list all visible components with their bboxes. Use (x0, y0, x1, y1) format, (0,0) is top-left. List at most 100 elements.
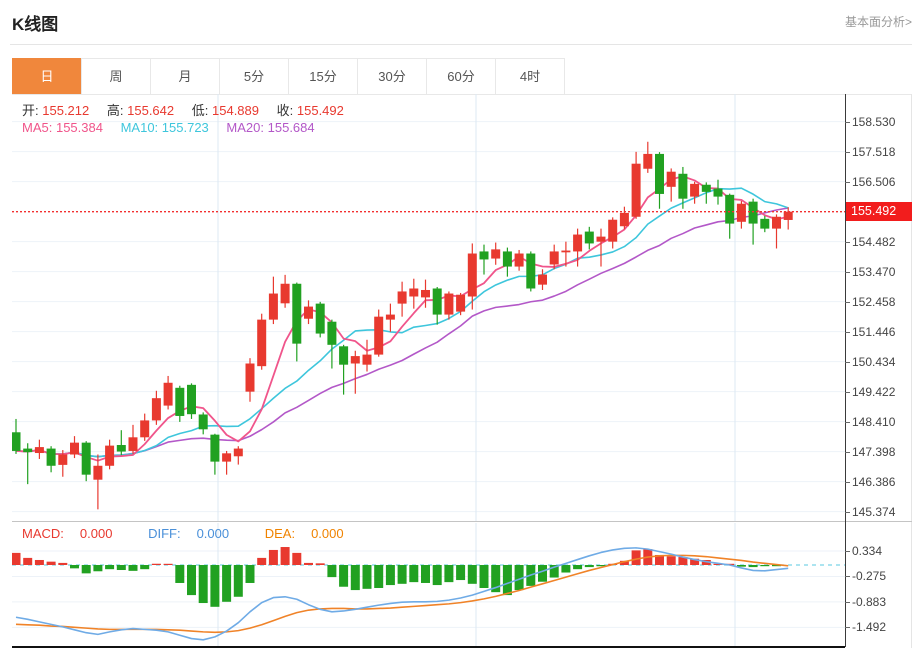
macd-hist-layer (12, 547, 781, 607)
macd-bar (210, 565, 220, 607)
tab-period-4时[interactable]: 4时 (495, 58, 565, 95)
y-axis-tick (845, 627, 850, 629)
y-axis-label: 149.422 (852, 384, 896, 399)
y-axis-label: -0.883 (852, 594, 887, 609)
macd-legend: MACD: 0.000 DIFF: 0.000 DEA: 0.000 (22, 526, 376, 541)
y-axis-tick (845, 241, 850, 243)
candle-body (385, 314, 395, 320)
tab-period-30分[interactable]: 30分 (357, 58, 427, 95)
macd-bar (467, 565, 477, 584)
candle-body (456, 294, 466, 312)
y-axis-tick (845, 481, 850, 483)
y-axis-label: 147.398 (852, 444, 896, 459)
macd-bar (421, 565, 430, 583)
candle-body (362, 354, 372, 365)
high-value: 155.642 (127, 103, 175, 118)
candle-body (444, 293, 454, 315)
candle-body (257, 319, 267, 367)
macd-bar (584, 565, 594, 568)
period-tabbar: 日周月 5分 15分 30分 60分 4时 (12, 58, 565, 95)
y-axis-tick (845, 331, 850, 333)
candle-body (233, 448, 243, 457)
tab-period-周[interactable]: 周 (81, 58, 151, 95)
ma20-legend: MA20: 155.684 (226, 120, 315, 135)
chart-bottom-border (12, 646, 845, 648)
candle-body (783, 211, 793, 220)
candle-body (772, 216, 781, 229)
macd-bar (116, 565, 126, 571)
ma10-legend: MA10: 155.723 (120, 120, 209, 135)
candle-body (151, 398, 161, 421)
candle-body (140, 420, 150, 438)
macd-bar (198, 565, 208, 604)
macd-bar (479, 565, 489, 588)
macd-bar (748, 565, 758, 568)
candle-body (619, 212, 629, 227)
y-axis-label: 148.410 (852, 414, 896, 429)
y-axis-label: 154.482 (852, 234, 896, 249)
close-label: 收: (276, 103, 294, 118)
candlestick-chart[interactable] (12, 94, 845, 521)
candle-body (549, 251, 559, 265)
tab-period-月[interactable]: 月 (150, 58, 220, 95)
candle-body (421, 289, 430, 298)
ma5-legend: MA5: 155.384 (22, 120, 103, 135)
candle-body (584, 231, 594, 244)
tab-period-15分[interactable]: 15分 (288, 58, 358, 95)
macd-bar (666, 556, 676, 565)
y-axis-tick (845, 121, 850, 123)
candle-body (374, 316, 384, 355)
macd-bar (385, 565, 395, 586)
macd-bar (444, 565, 454, 583)
y-axis-label: 153.470 (852, 264, 896, 279)
ma-legend: MA5: 155.384 MA10: 155.723 MA20: 155.684 (22, 120, 329, 135)
chart-top-border (12, 94, 912, 95)
macd-bar (502, 565, 512, 596)
y-axis-label: 145.374 (852, 504, 896, 519)
candle-body (643, 153, 653, 169)
macd-bar (772, 565, 781, 567)
candle-body (81, 442, 91, 475)
candle-body (678, 173, 688, 199)
candle-body (350, 356, 360, 364)
candle-body (116, 445, 126, 452)
tab-period-60分[interactable]: 60分 (426, 58, 496, 95)
y-axis-tick (845, 391, 850, 393)
macd-bar (93, 565, 103, 572)
macd-bar (280, 547, 290, 565)
candle-body (93, 465, 103, 480)
macd-bar (128, 565, 138, 571)
macd-bar (760, 565, 770, 567)
macd-bar (268, 549, 278, 565)
macd-bar (327, 565, 337, 578)
candle-body (432, 288, 442, 315)
macd-bar (456, 565, 466, 581)
diff-line (15, 547, 789, 641)
tab-period-日[interactable]: 日 (12, 58, 82, 95)
macd-bar (222, 565, 232, 602)
page-title: K线图 (12, 15, 59, 34)
macd-bar (374, 565, 384, 588)
macd-bar (678, 557, 688, 565)
y-axis-tick (845, 421, 850, 423)
y-axis-label: 157.518 (852, 144, 896, 159)
low-label: 低: (191, 103, 209, 118)
ma5-line (15, 175, 789, 462)
close-value: 155.492 (296, 103, 344, 118)
fundamental-analysis-link[interactable]: 基本面分析> (844, 15, 912, 29)
macd-bar (701, 559, 711, 565)
candle-body (573, 234, 583, 252)
y-axis-tick (845, 576, 850, 578)
macd-bar (315, 563, 325, 565)
macd-chart[interactable] (12, 523, 845, 647)
y-axis-tick (845, 271, 850, 273)
candle-body (315, 303, 325, 334)
candle-body (479, 251, 489, 260)
tab-period-5分[interactable]: 5分 (219, 58, 289, 95)
macd-bar (23, 557, 33, 565)
candle-body (12, 432, 21, 451)
y-axis-tick (845, 601, 850, 603)
candle-body (736, 203, 746, 222)
y-axis-tick (845, 551, 850, 553)
macd-bar (561, 565, 571, 573)
